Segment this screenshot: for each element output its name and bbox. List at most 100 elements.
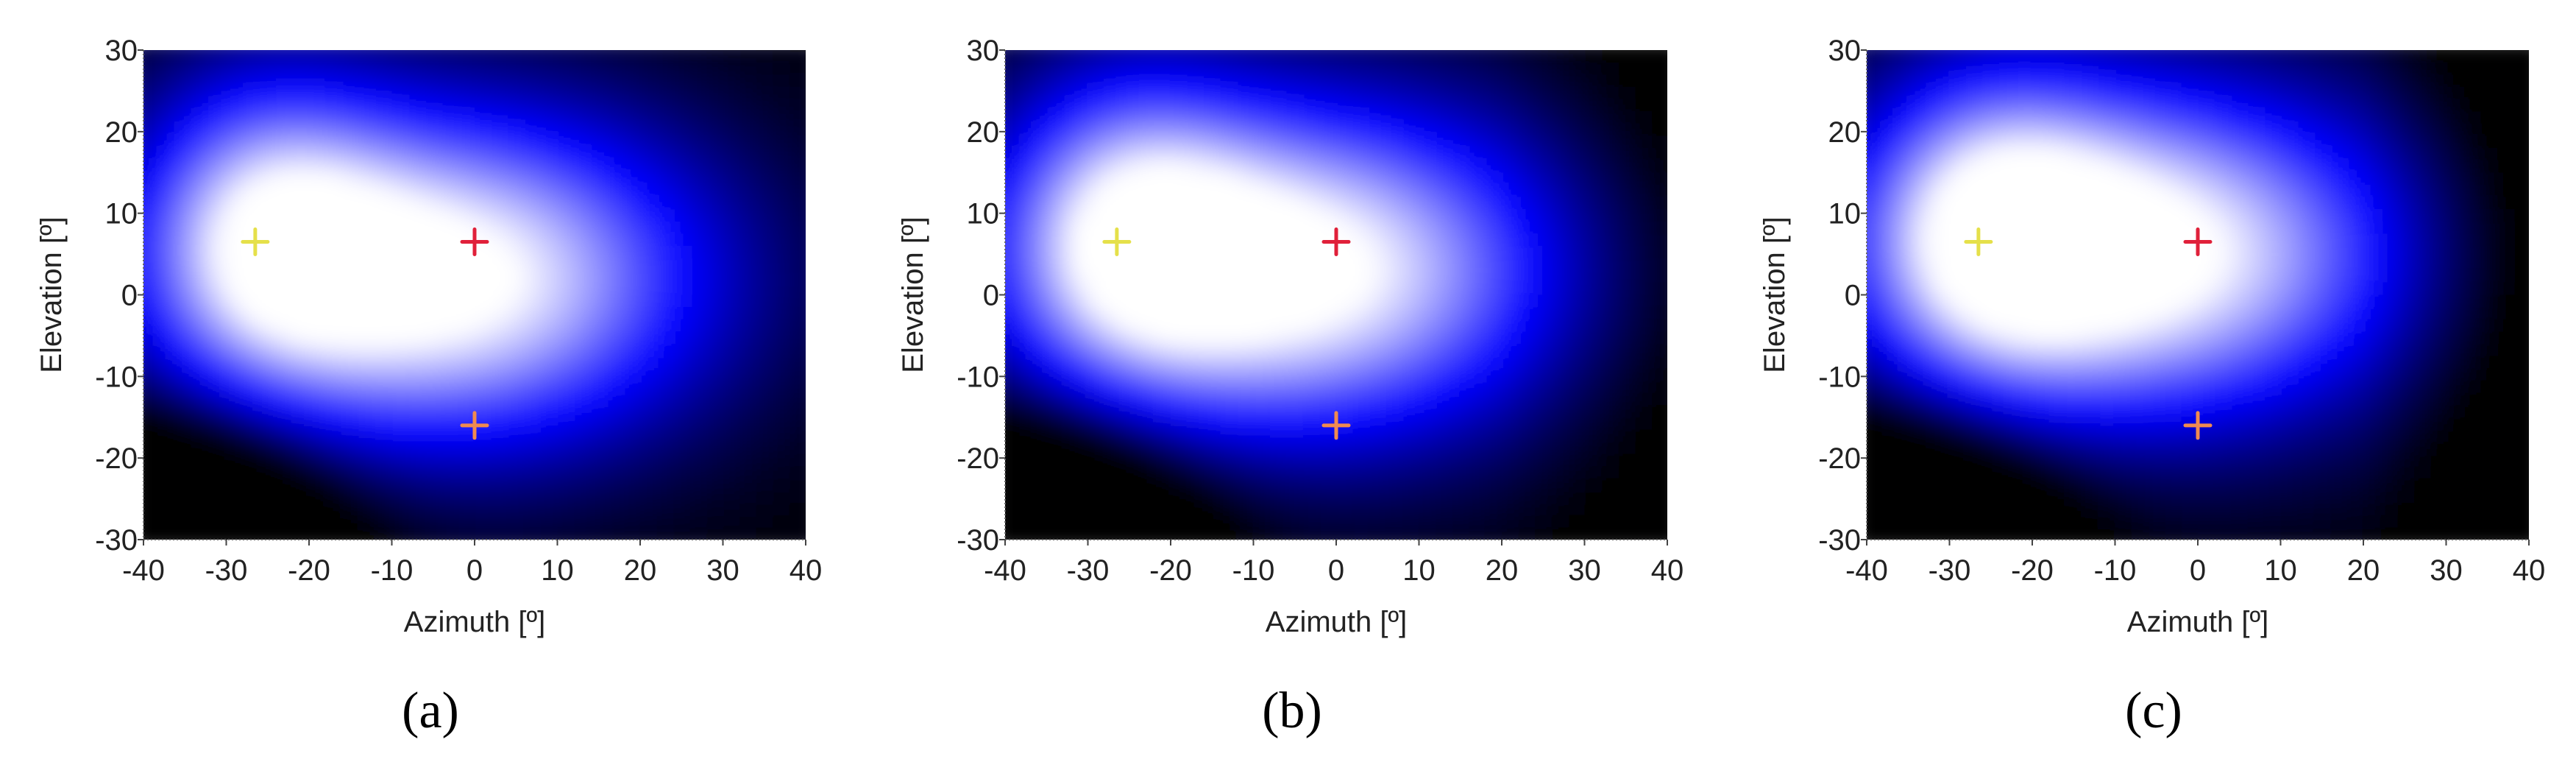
heatmap-cell	[309, 270, 327, 284]
heatmap-cell	[1999, 282, 2017, 296]
heatmap-cell	[2280, 135, 2299, 149]
heatmap-cell	[2297, 270, 2315, 284]
heatmap-cell	[1154, 392, 1172, 406]
heatmap-cell	[1154, 197, 1172, 211]
heatmap-cell	[2082, 123, 2100, 137]
heatmap-cell	[276, 319, 294, 333]
heatmap-cell	[375, 331, 393, 345]
heatmap-cell	[2115, 429, 2133, 443]
heatmap-cell	[1485, 50, 1503, 64]
heatmap-cell	[1038, 86, 1056, 100]
heatmap-cell	[1138, 123, 1155, 137]
heatmap-cell	[2280, 270, 2299, 284]
heatmap-cell	[325, 282, 344, 296]
heatmap-cell	[1601, 99, 1619, 113]
heatmap-cell	[607, 74, 625, 88]
heatmap-cell	[1634, 282, 1652, 296]
heatmap-cell	[524, 197, 542, 211]
heatmap-cell	[210, 503, 227, 517]
heatmap-cell	[292, 405, 311, 419]
heatmap-cell	[2032, 50, 2050, 52]
heatmap-cell	[143, 50, 161, 52]
heatmap-cell	[2264, 233, 2282, 247]
heatmap-cell	[1982, 294, 2001, 308]
heatmap-cell	[2165, 123, 2182, 137]
heatmap-cell	[342, 50, 360, 52]
heatmap-cell	[574, 478, 592, 492]
heatmap-cell	[1502, 209, 1519, 223]
heatmap-cell	[1949, 160, 1968, 174]
heatmap-cell	[1584, 466, 1603, 480]
heatmap-cell	[1966, 86, 1984, 100]
heatmap-cell	[607, 99, 625, 113]
heatmap-cell	[375, 160, 393, 174]
heatmap-cell	[1369, 86, 1387, 100]
heatmap-cell	[1469, 111, 1486, 125]
heatmap-cell	[508, 307, 525, 321]
heatmap-cell	[2016, 540, 2034, 553]
heatmap-cell	[1005, 99, 1007, 113]
heatmap-cell	[210, 50, 227, 64]
heatmap-cell	[1187, 62, 1205, 76]
heatmap-cell	[1303, 356, 1321, 370]
heatmap-cell	[358, 356, 377, 370]
x-tick-label: -20	[288, 554, 330, 587]
heatmap-cell	[2048, 515, 2067, 529]
heatmap-cell	[309, 331, 327, 345]
heatmap-cell	[1999, 466, 2017, 480]
heatmap-cell	[2098, 172, 2116, 186]
heatmap-cell	[607, 221, 625, 235]
heatmap-cell	[756, 258, 774, 272]
heatmap-cell	[1601, 503, 1619, 517]
heatmap-cell	[1502, 442, 1519, 456]
heatmap-cell	[458, 515, 476, 529]
heatmap-cell	[458, 282, 476, 296]
heatmap-cell	[756, 527, 774, 540]
heatmap-cell	[2363, 74, 2381, 88]
heatmap-cell	[1187, 50, 1205, 64]
heatmap-cell	[210, 319, 227, 333]
heatmap-cell	[2032, 540, 2050, 553]
heatmap-cell	[1237, 453, 1255, 467]
heatmap-cell	[358, 331, 377, 345]
heatmap-cell	[143, 307, 161, 321]
heatmap-cell	[1966, 417, 1984, 431]
heatmap-cell	[1071, 74, 1089, 88]
heatmap-cell	[2247, 442, 2265, 456]
heatmap-cell	[1867, 184, 1868, 198]
heatmap-cell	[408, 453, 426, 467]
heatmap-cell	[1584, 527, 1603, 540]
heatmap-cell	[1502, 258, 1519, 272]
heatmap-cell	[1667, 381, 1685, 394]
heatmap-cell	[1999, 442, 2017, 456]
heatmap-cell	[1154, 356, 1172, 370]
heatmap-cell	[2297, 442, 2315, 456]
heatmap-cell	[706, 319, 724, 333]
heatmap-cell	[1021, 50, 1040, 64]
heatmap-cell	[1220, 221, 1238, 235]
heatmap-cell	[2297, 331, 2315, 345]
heatmap-cell	[1900, 380, 1917, 394]
heatmap-cell	[1982, 282, 2001, 296]
heatmap-cell	[1352, 527, 1371, 540]
heatmap-cell	[2380, 344, 2398, 358]
heatmap-cell	[375, 478, 393, 492]
heatmap-cell	[2198, 344, 2215, 358]
heatmap-cell	[723, 86, 741, 100]
heatmap-cell	[2115, 184, 2133, 198]
heatmap-cell	[177, 515, 194, 529]
heatmap-cell	[226, 135, 244, 149]
heatmap-cell	[276, 442, 294, 456]
heatmap-cell	[292, 307, 311, 321]
heatmap-cell	[640, 540, 658, 553]
heatmap-cell	[2231, 282, 2249, 296]
heatmap-cell	[1617, 123, 1636, 137]
heatmap-cell	[1038, 466, 1056, 480]
heatmap-cell	[2231, 294, 2249, 308]
heatmap-cell	[1982, 527, 2001, 540]
heatmap-cell	[1336, 515, 1354, 529]
heatmap-cell	[557, 294, 575, 308]
heatmap-cell	[1204, 111, 1221, 125]
heatmap-cell	[260, 540, 277, 553]
heatmap-cell	[2214, 99, 2232, 113]
